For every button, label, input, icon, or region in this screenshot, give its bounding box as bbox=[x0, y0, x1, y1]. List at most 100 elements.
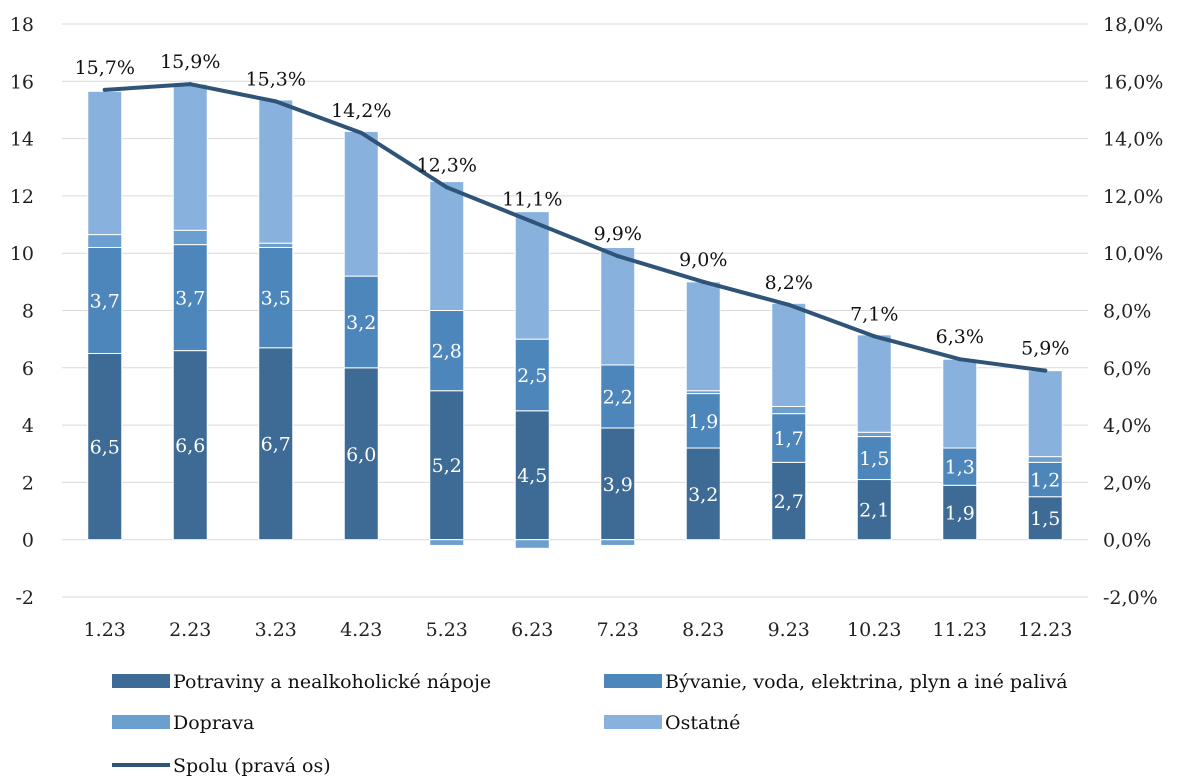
bar-data-label: 3,2 bbox=[346, 312, 376, 334]
bar-segment bbox=[514, 211, 550, 340]
line-data-label: 11,1% bbox=[502, 189, 562, 211]
bar-segment bbox=[600, 427, 636, 541]
bar-data-label: 1,7 bbox=[774, 428, 804, 450]
y2-tick-label: 4,0% bbox=[1103, 415, 1151, 437]
bar-segment bbox=[771, 413, 807, 463]
bar-segment bbox=[856, 334, 892, 433]
x-axis: 1.23 2.23 3.23 4.23 5.23 6.23 7.23 8.23 9.23 10.2… bbox=[84, 619, 1073, 641]
legend-label: Ostatné bbox=[665, 712, 740, 734]
bar-segment bbox=[771, 461, 807, 541]
x-tick-label: 7.23 bbox=[597, 619, 639, 641]
bar-data-label: 1,5 bbox=[1030, 508, 1060, 530]
bar-data-label: 3,7 bbox=[90, 290, 120, 312]
y2-tick-label: 16,0% bbox=[1103, 71, 1163, 93]
bar-data-label: 3,7 bbox=[175, 288, 205, 310]
bar-segment bbox=[172, 83, 208, 231]
legend-label: Potraviny a nealkoholické nápoje bbox=[173, 671, 491, 693]
bar-data-label: 6,6 bbox=[175, 435, 205, 457]
bar-segment bbox=[685, 281, 721, 392]
total-line-labels: 15,7% 15,9% 15,3% 14,2% 12,3% 11,1% 9,9% 9,0% 8,… bbox=[75, 51, 1070, 360]
y2-tick-label: 12,0% bbox=[1103, 186, 1163, 208]
x-tick-label: 5.23 bbox=[426, 619, 468, 641]
line-point bbox=[188, 82, 193, 87]
bar-segment bbox=[942, 447, 978, 486]
x-tick-label: 1.23 bbox=[84, 619, 126, 641]
y-tick-label: 8 bbox=[22, 301, 34, 323]
line-data-label: 15,3% bbox=[246, 68, 306, 90]
line-data-label: 15,7% bbox=[75, 57, 135, 79]
bar-segment bbox=[685, 447, 721, 541]
y-tick-label: 6 bbox=[22, 358, 34, 380]
bar-data-label: 5,2 bbox=[432, 455, 462, 477]
bar-segment bbox=[514, 338, 550, 412]
x-tick-label: 2.23 bbox=[169, 619, 211, 641]
line-point bbox=[701, 279, 706, 284]
total-line-series bbox=[102, 82, 1048, 373]
bar-segment bbox=[258, 242, 294, 248]
y-tick-label: 16 bbox=[10, 71, 34, 93]
bar-segment bbox=[87, 246, 123, 354]
line-data-label: 14,2% bbox=[331, 100, 391, 122]
bar-segment bbox=[685, 393, 721, 449]
y-tick-label: 0 bbox=[22, 530, 34, 552]
bar-segment bbox=[1027, 461, 1063, 498]
line-data-label: 9,9% bbox=[594, 223, 642, 245]
x-tick-label: 10.23 bbox=[847, 619, 901, 641]
bar-data-label: 6,0 bbox=[346, 444, 376, 466]
line-data-label: 12,3% bbox=[417, 154, 477, 176]
bar-data-label: 1,9 bbox=[688, 411, 718, 433]
x-tick-label: 3.23 bbox=[255, 619, 297, 641]
x-tick-label: 8.23 bbox=[682, 619, 724, 641]
x-tick-label: 9.23 bbox=[768, 619, 810, 641]
bar-segment bbox=[172, 350, 208, 541]
legend: Potraviny a nealkoholické nápoje Bývanie,… bbox=[112, 671, 1068, 777]
y2-tick-label: 18,0% bbox=[1103, 14, 1163, 36]
legend-label: Bývanie, voda, elektrina, plyn a iné pal… bbox=[665, 671, 1068, 693]
bar-segment bbox=[343, 130, 379, 277]
bar-data-label: 6,5 bbox=[90, 437, 120, 459]
bar-segment bbox=[87, 90, 123, 236]
bar-series bbox=[87, 83, 1063, 549]
y2-tick-label: 14,0% bbox=[1103, 129, 1163, 151]
bar-data-label: 3,2 bbox=[688, 484, 718, 506]
bar-segment bbox=[172, 244, 208, 352]
line-point bbox=[872, 334, 877, 339]
line-point bbox=[1043, 368, 1048, 373]
bar-data-label: 6,7 bbox=[261, 434, 291, 456]
line-point bbox=[615, 254, 620, 259]
line-point bbox=[786, 302, 791, 307]
y2-tick-label: 2,0% bbox=[1103, 472, 1151, 494]
line-data-label: 8,2% bbox=[765, 272, 813, 294]
bar-segment bbox=[1027, 370, 1063, 458]
bar-segment bbox=[771, 302, 807, 407]
legend-label: Spolu (pravá os) bbox=[173, 755, 331, 777]
gridlines bbox=[62, 23, 1088, 598]
y2-tick-label: 0,0% bbox=[1103, 530, 1151, 552]
line-data-label: 7,1% bbox=[850, 303, 898, 325]
bar-data-label: 1,5 bbox=[859, 448, 889, 470]
bar-segment bbox=[258, 99, 294, 244]
line-point bbox=[957, 357, 962, 362]
bar-segment bbox=[514, 410, 550, 541]
line-point bbox=[530, 219, 535, 224]
y-tick-label: 2 bbox=[22, 472, 34, 494]
y-tick-label: -2 bbox=[15, 587, 34, 609]
bar-segment bbox=[942, 358, 978, 449]
bar-segment bbox=[856, 431, 892, 438]
bar-segment bbox=[1027, 456, 1063, 463]
y-tick-label: 12 bbox=[10, 186, 34, 208]
bar-segment bbox=[87, 352, 123, 541]
x-tick-label: 12.23 bbox=[1018, 619, 1072, 641]
legend-label: Doprava bbox=[173, 712, 254, 734]
bar-segment bbox=[429, 181, 465, 311]
x-tick-label: 11.23 bbox=[933, 619, 987, 641]
bar-data-label: 2,5 bbox=[517, 365, 547, 387]
legend-swatch bbox=[112, 674, 170, 688]
line-point bbox=[444, 185, 449, 190]
bar-segment bbox=[429, 310, 465, 392]
y-tick-label: 18 bbox=[10, 14, 34, 36]
legend-swatch bbox=[604, 715, 662, 729]
bar-data-label: 3,5 bbox=[261, 288, 291, 310]
bar-segment bbox=[771, 405, 807, 415]
